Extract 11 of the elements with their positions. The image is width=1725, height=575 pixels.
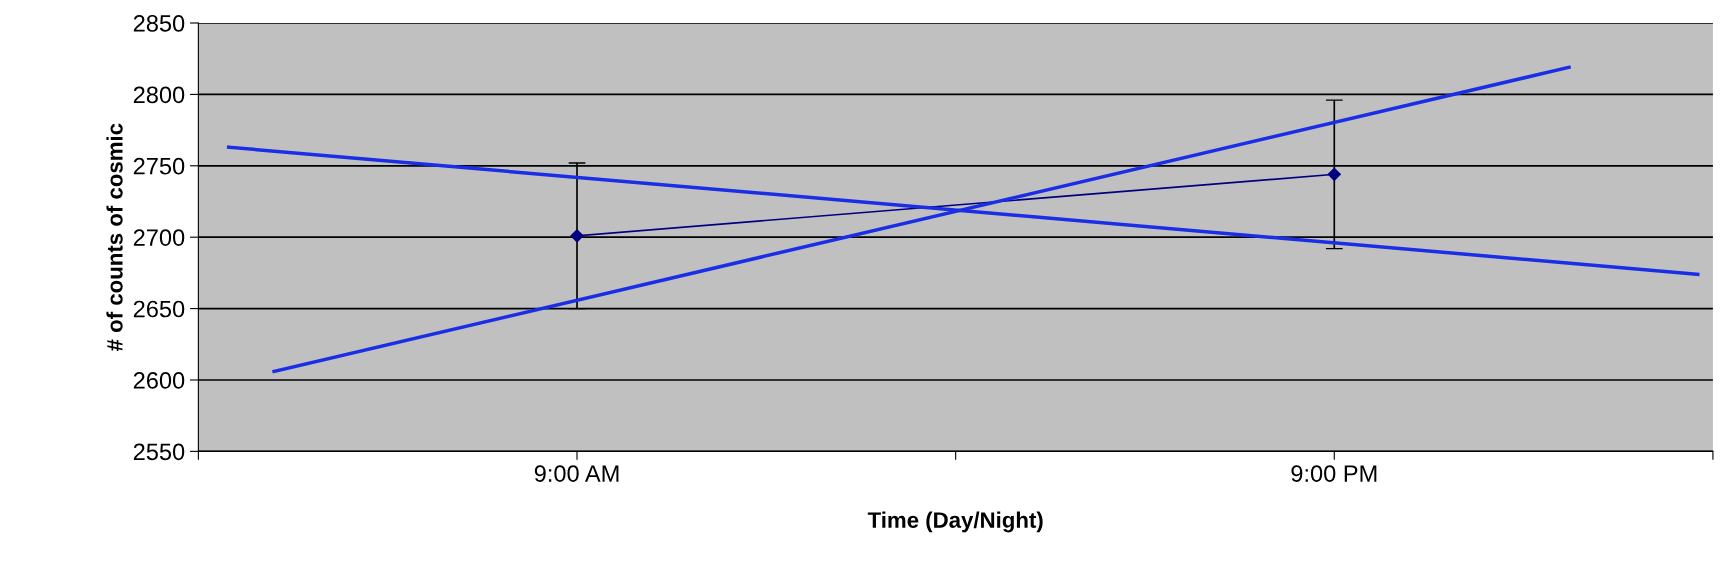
y-axis-title: # of counts of cosmic <box>106 123 123 352</box>
x-tick-label: 9:00 PM <box>1291 465 1377 482</box>
y-tick-label: 2750 <box>133 157 185 175</box>
y-tick-label: 2650 <box>133 300 185 318</box>
y-tick-label: 2850 <box>133 15 185 32</box>
x-axis-title: Time (Day/Night) <box>867 511 1043 533</box>
y-tick-label: 2600 <box>133 372 185 389</box>
y-tick-label: 2800 <box>133 86 185 104</box>
x-tick-label: 9:00 AM <box>534 465 619 482</box>
y-tick-label: 2700 <box>133 229 185 246</box>
y-tick-label: 2550 <box>133 443 185 461</box>
